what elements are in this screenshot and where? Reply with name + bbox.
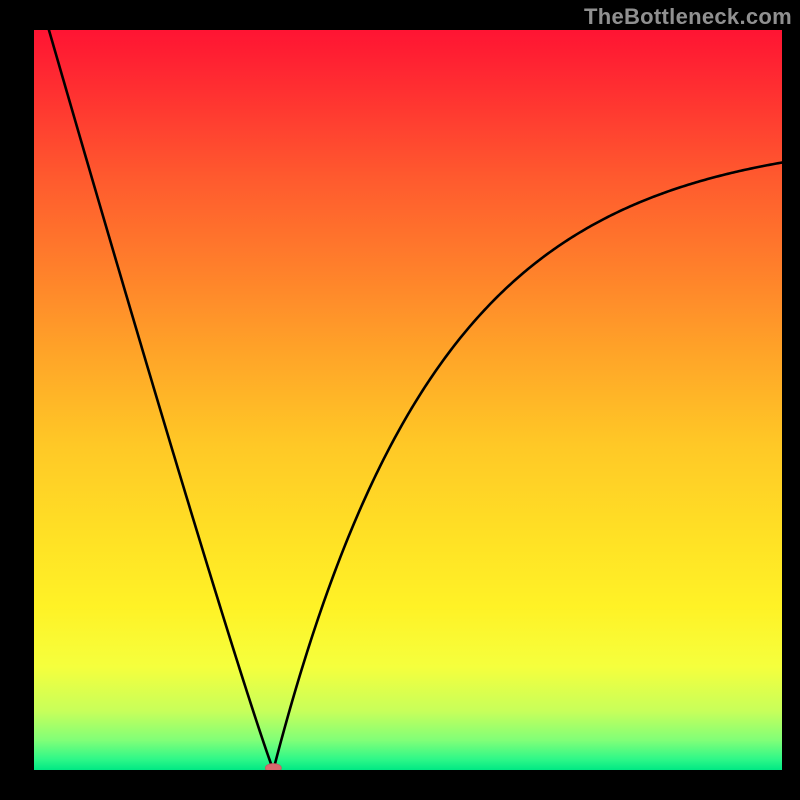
chart-container: TheBottleneck.com	[0, 0, 800, 800]
watermark-label: TheBottleneck.com	[584, 4, 792, 30]
bottleneck-chart	[0, 0, 800, 800]
